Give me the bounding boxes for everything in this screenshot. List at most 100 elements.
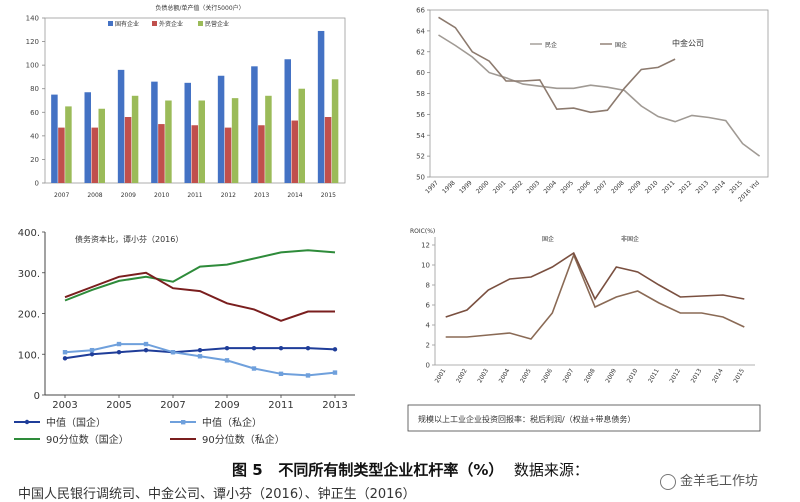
y-tick-label: 2 bbox=[426, 342, 430, 350]
marker-中值（私企） bbox=[251, 366, 257, 371]
bar-国有企业-2011 bbox=[184, 82, 191, 183]
bar-外资企业-2007 bbox=[58, 127, 65, 183]
legend-label: 中值（国企） bbox=[46, 416, 106, 429]
x-tick-label: 2010 bbox=[154, 192, 169, 199]
bar-外资企业-2010 bbox=[158, 124, 165, 183]
x-tick-label: 2004 bbox=[498, 367, 512, 384]
bar-民营企业-2008 bbox=[98, 108, 105, 183]
legend-swatch bbox=[152, 21, 157, 26]
marker-中值（私企） bbox=[116, 341, 122, 347]
x-tick-label: 1999 bbox=[458, 179, 474, 195]
marker-中值（私企） bbox=[170, 350, 176, 355]
marker-中值（国企） bbox=[143, 347, 149, 353]
note-text: 规模以上工业企业投资回报率：税后利润/（权益+带息债务） bbox=[418, 414, 635, 424]
watermark-text: 金羊毛工作坊 bbox=[680, 474, 759, 489]
figure-caption: 图 5 不同所有制类型企业杠杆率（%） 数据来源： 中国人民银行调统司、中金公司… bbox=[0, 453, 800, 502]
y-tick-label: 400. bbox=[18, 228, 40, 239]
x-tick-label: 2014 bbox=[711, 179, 727, 195]
source-label: 数据来源： bbox=[513, 461, 589, 479]
x-tick-label: 2006 bbox=[576, 179, 592, 195]
plot-frame bbox=[429, 9, 769, 178]
chart-asset-liability-lines: 50 52 54 56 58 60 62 64 66 1997 1998 1999 2000 2001 20… bbox=[400, 0, 800, 215]
x-tick-label: 2009 bbox=[121, 192, 136, 199]
y-tick-label: 120 bbox=[26, 38, 39, 46]
y-tick-label: 66 bbox=[416, 7, 425, 15]
x-tick-label: 2006 bbox=[540, 367, 554, 384]
x-tick-label: 2011 bbox=[187, 192, 202, 199]
legend-label: 民企 bbox=[545, 41, 557, 49]
x-tick-label: 2007 bbox=[160, 400, 185, 411]
x-tick-label: 2002 bbox=[455, 367, 469, 384]
bar-民营企业-2012 bbox=[231, 98, 239, 183]
x-tick-label: 1997 bbox=[424, 179, 440, 195]
marker-中值（私企） bbox=[305, 373, 311, 378]
chart-debt-bars: 0 20 40 60 80 100 120 140 2007 2008 2009 2010 2011 20… bbox=[0, 0, 400, 215]
y-tick-label: 52 bbox=[416, 153, 425, 161]
y-tick-label: 0 bbox=[35, 180, 39, 188]
legend-label: 90分位数（私企） bbox=[202, 433, 285, 446]
source-annotation: 中金公司 bbox=[672, 38, 704, 48]
bar-民营企业-2013 bbox=[265, 95, 272, 183]
x-tick-label: 2012 bbox=[678, 179, 694, 195]
y-tick-label: 12 bbox=[421, 242, 430, 250]
bar-国有企业-2015 bbox=[317, 30, 325, 184]
caption-sources: 中国人民银行调统司、中金公司、谭小芬（2016）、钟正生（2016） bbox=[18, 487, 416, 502]
x-tick-label: 2011 bbox=[647, 367, 661, 384]
marker-中值（国企） bbox=[251, 345, 257, 351]
marker-中值（国企） bbox=[116, 350, 122, 355]
marker-中值（国企） bbox=[305, 345, 311, 351]
series-line-90分位数（国企） bbox=[64, 249, 336, 302]
series-line-国企 bbox=[445, 252, 745, 340]
y-tick-label: 8 bbox=[426, 282, 430, 290]
x-tick-label: 2003 bbox=[52, 400, 77, 411]
y-axis-label: ROIC(%) bbox=[410, 228, 435, 235]
y-tick-label: 62 bbox=[416, 48, 425, 56]
marker-中值（私企） bbox=[332, 370, 338, 375]
legend-label: 民营企业 bbox=[205, 20, 229, 28]
marker-中值（国企） bbox=[62, 356, 68, 361]
y-tick-label: 6 bbox=[426, 302, 431, 310]
x-tick-label: 2010 bbox=[644, 179, 660, 195]
bar-外资企业-2014 bbox=[291, 120, 298, 183]
x-tick-label: 2010 bbox=[626, 367, 640, 384]
wechat-icon bbox=[660, 473, 676, 490]
y-tick-label: 0 bbox=[34, 391, 40, 402]
y-tick-label: 64 bbox=[416, 27, 425, 35]
legend-label: 中值（私企） bbox=[202, 416, 262, 429]
marker-中值（私企） bbox=[197, 354, 203, 359]
bar-chart-svg: 0 20 40 60 80 100 120 140 2007 2008 2009 2010 2011 20… bbox=[26, 4, 346, 199]
bar-民营企业-2014 bbox=[298, 88, 305, 183]
marker-中值（私企） bbox=[224, 358, 230, 363]
x-tick-label: 1998 bbox=[441, 179, 457, 195]
x-tick-label: 2004 bbox=[542, 179, 558, 195]
y-tick-label: 56 bbox=[416, 111, 425, 119]
bar-民营企业-2011 bbox=[198, 100, 205, 183]
x-tick-label: 2002 bbox=[509, 179, 525, 195]
x-tick-label: 2005 bbox=[559, 179, 575, 195]
marker-中值（私企） bbox=[89, 347, 95, 353]
x-tick-label: 2009 bbox=[604, 367, 618, 384]
legend-label: 90分位数（国企） bbox=[46, 433, 129, 446]
x-tick-label: 2012 bbox=[668, 367, 682, 384]
roic-svg: 0 2 4 6 8 10 12 2001 2002 2003 2004 2005 2006 2007 200… bbox=[407, 228, 761, 432]
bar-国有企业-2013 bbox=[251, 66, 258, 183]
x-tick-label: 2000 bbox=[475, 179, 491, 195]
chart-roic: 0 2 4 6 8 10 12 2001 2002 2003 2004 2005 2006 2007 200… bbox=[400, 215, 800, 455]
bar-外资企业-2015 bbox=[324, 117, 332, 183]
series-line-民企 bbox=[438, 34, 761, 157]
bar-国有企业-2010 bbox=[151, 81, 158, 183]
x-tick-label: 2001 bbox=[492, 179, 508, 195]
note-box bbox=[407, 404, 761, 432]
x-tick-label: 2013 bbox=[254, 192, 269, 199]
bar-外资企业-2011 bbox=[191, 125, 198, 183]
x-tick-label: 2005 bbox=[106, 400, 131, 411]
legend-label: 外资企业 bbox=[159, 20, 183, 28]
debt-ratio-svg: 0 100. 200. 300. 400. 2003 2005 2007 2009 2011 201… bbox=[14, 228, 355, 446]
x-tick-label: 2013 bbox=[322, 400, 347, 411]
x-tick-label: 2011 bbox=[661, 179, 677, 195]
y-tick-label: 0 bbox=[426, 362, 430, 370]
marker-中值（国企） bbox=[89, 352, 95, 357]
x-tick-label: 2003 bbox=[476, 367, 490, 384]
x-tick-label: 2008 bbox=[610, 179, 626, 195]
figure-label: 图 5 bbox=[232, 461, 263, 479]
